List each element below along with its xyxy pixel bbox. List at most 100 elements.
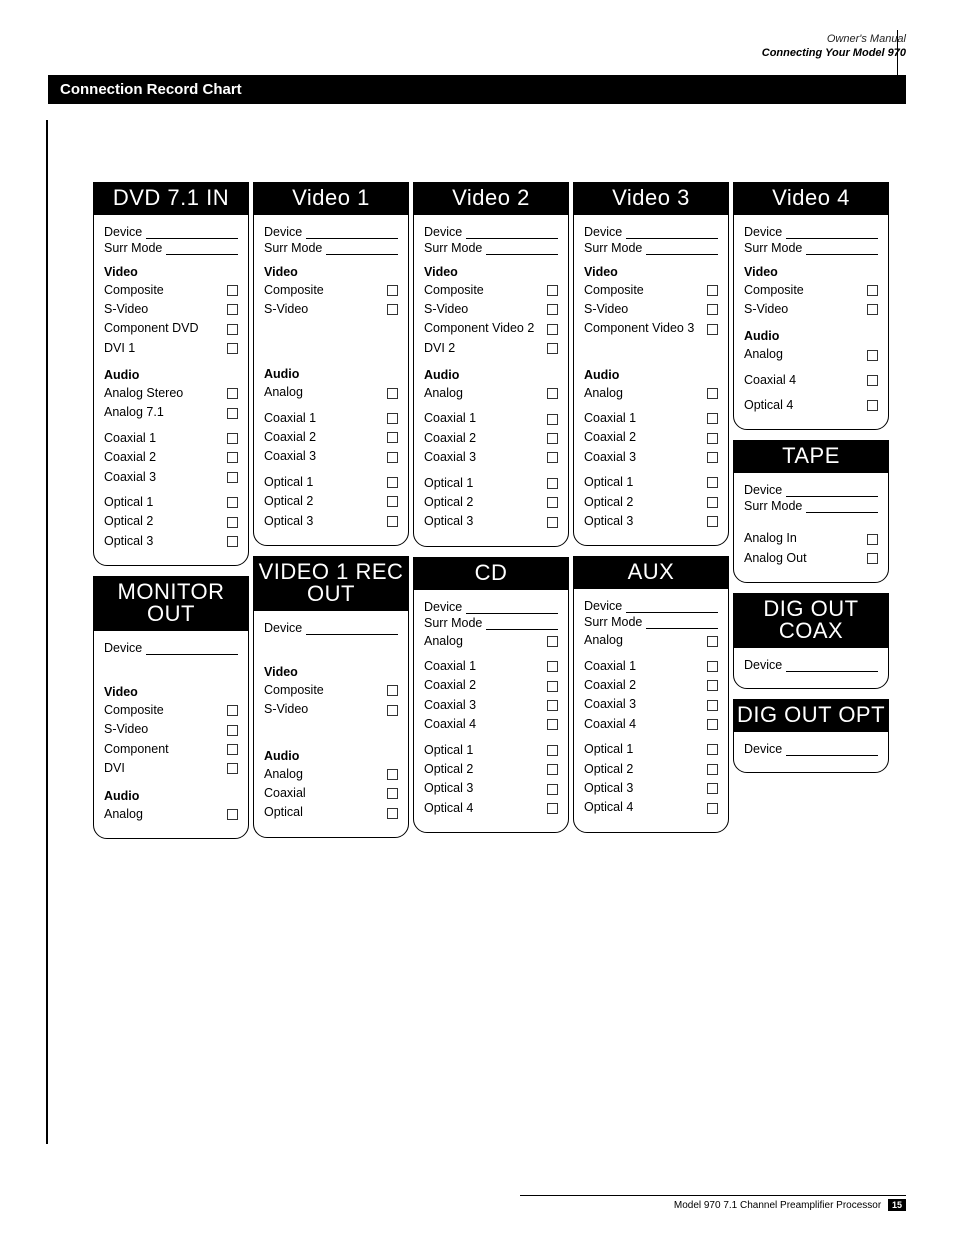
checkbox[interactable]: [227, 536, 238, 547]
checkbox[interactable]: [547, 343, 558, 354]
checkbox[interactable]: [387, 788, 398, 799]
checkbox[interactable]: [867, 534, 878, 545]
checkbox[interactable]: [707, 700, 718, 711]
text-field: Surr Mode: [744, 241, 878, 255]
checkbox[interactable]: [707, 452, 718, 463]
checkbox[interactable]: [707, 477, 718, 488]
checkbox[interactable]: [707, 744, 718, 755]
checkbox[interactable]: [547, 285, 558, 296]
checkbox[interactable]: [387, 452, 398, 463]
checkbox[interactable]: [707, 680, 718, 691]
checkbox[interactable]: [227, 324, 238, 335]
checkbox[interactable]: [227, 388, 238, 399]
field-underline[interactable]: [146, 641, 238, 655]
checkbox[interactable]: [387, 477, 398, 488]
field-underline[interactable]: [166, 241, 238, 255]
field-underline[interactable]: [486, 241, 558, 255]
checkbox[interactable]: [227, 433, 238, 444]
checkbox[interactable]: [547, 681, 558, 692]
checkbox[interactable]: [707, 516, 718, 527]
checkbox[interactable]: [547, 784, 558, 795]
checkbox[interactable]: [227, 472, 238, 483]
checkbox[interactable]: [227, 705, 238, 716]
checkbox[interactable]: [547, 388, 558, 399]
checkbox[interactable]: [387, 705, 398, 716]
checkbox[interactable]: [547, 745, 558, 756]
checkbox[interactable]: [707, 433, 718, 444]
checkbox[interactable]: [227, 725, 238, 736]
checkbox[interactable]: [547, 324, 558, 335]
checkbox[interactable]: [867, 350, 878, 361]
checkbox[interactable]: [707, 388, 718, 399]
checkbox[interactable]: [387, 432, 398, 443]
checkbox[interactable]: [867, 304, 878, 315]
field-underline[interactable]: [626, 599, 718, 613]
checkbox[interactable]: [227, 744, 238, 755]
checkbox[interactable]: [867, 553, 878, 564]
field-underline[interactable]: [806, 499, 878, 513]
field-underline[interactable]: [786, 483, 878, 497]
checkbox[interactable]: [227, 408, 238, 419]
checkbox[interactable]: [387, 304, 398, 315]
checkbox[interactable]: [387, 413, 398, 424]
checkbox[interactable]: [547, 803, 558, 814]
checkbox[interactable]: [547, 636, 558, 647]
checkbox[interactable]: [547, 304, 558, 315]
checkbox[interactable]: [387, 685, 398, 696]
checkbox[interactable]: [547, 661, 558, 672]
checkbox[interactable]: [227, 809, 238, 820]
checkbox[interactable]: [387, 769, 398, 780]
checkbox[interactable]: [867, 400, 878, 411]
checkbox[interactable]: [707, 803, 718, 814]
checkbox[interactable]: [867, 285, 878, 296]
checkbox[interactable]: [547, 700, 558, 711]
field-underline[interactable]: [786, 658, 878, 672]
field-underline[interactable]: [466, 225, 558, 239]
checkbox[interactable]: [227, 497, 238, 508]
checkbox[interactable]: [547, 497, 558, 508]
field-underline[interactable]: [466, 600, 558, 614]
checkbox[interactable]: [387, 496, 398, 507]
field-underline[interactable]: [786, 225, 878, 239]
checkbox[interactable]: [547, 719, 558, 730]
checkbox[interactable]: [227, 517, 238, 528]
checkbox[interactable]: [387, 808, 398, 819]
field-underline[interactable]: [146, 225, 238, 239]
checkbox[interactable]: [547, 452, 558, 463]
field-underline[interactable]: [486, 616, 558, 630]
checkbox[interactable]: [547, 517, 558, 528]
checkbox[interactable]: [227, 304, 238, 315]
checkbox[interactable]: [707, 285, 718, 296]
checkbox[interactable]: [227, 763, 238, 774]
checkbox[interactable]: [707, 783, 718, 794]
checkbox[interactable]: [707, 661, 718, 672]
checkbox[interactable]: [707, 324, 718, 335]
checkbox[interactable]: [547, 414, 558, 425]
field-underline[interactable]: [646, 615, 718, 629]
checkbox[interactable]: [547, 478, 558, 489]
checkbox[interactable]: [547, 764, 558, 775]
chart-grid: DVD 7.1 INDeviceSurr ModeVideoCompositeS…: [76, 182, 906, 849]
field-underline[interactable]: [326, 241, 398, 255]
checkbox[interactable]: [867, 375, 878, 386]
checkbox[interactable]: [707, 636, 718, 647]
checkbox[interactable]: [707, 304, 718, 315]
field-underline[interactable]: [306, 225, 398, 239]
field-underline[interactable]: [626, 225, 718, 239]
checkbox[interactable]: [707, 719, 718, 730]
field-underline[interactable]: [806, 241, 878, 255]
checkbox[interactable]: [387, 285, 398, 296]
field-underline[interactable]: [786, 742, 878, 756]
field-underline[interactable]: [646, 241, 718, 255]
checkbox[interactable]: [387, 516, 398, 527]
checkbox[interactable]: [227, 343, 238, 354]
field-underline[interactable]: [306, 621, 398, 635]
checkbox[interactable]: [707, 497, 718, 508]
checkbox[interactable]: [547, 433, 558, 444]
panel-title: VIDEO 1 REC OUT: [254, 557, 408, 611]
checkbox[interactable]: [707, 413, 718, 424]
checkbox[interactable]: [707, 764, 718, 775]
checkbox[interactable]: [227, 452, 238, 463]
checkbox[interactable]: [387, 388, 398, 399]
checkbox[interactable]: [227, 285, 238, 296]
